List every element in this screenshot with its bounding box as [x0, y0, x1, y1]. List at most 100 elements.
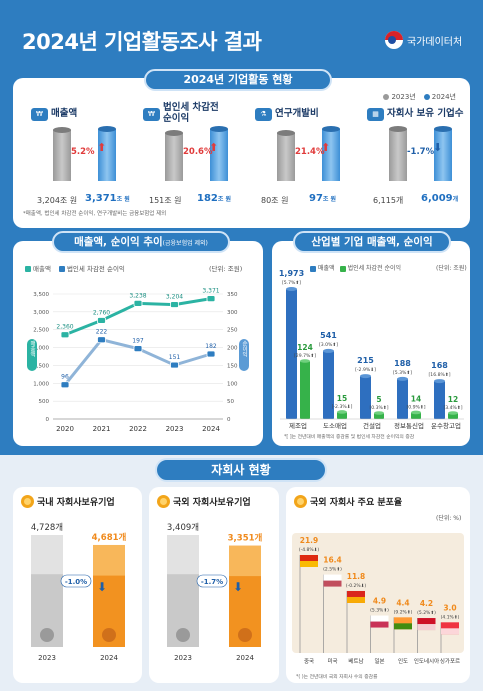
distribution-medal-icon — [294, 495, 307, 508]
globe-icon — [238, 628, 252, 642]
data-label: 182 — [205, 343, 217, 350]
bar-2023 — [277, 133, 295, 181]
domestic-medal-icon — [21, 495, 34, 508]
legend-ind-profit: 법인세 차감전 순이익 — [339, 263, 401, 272]
distribution-value: 4.4 — [396, 598, 409, 607]
profit-change: [0.9%⬆] — [406, 404, 425, 410]
category-label: 건설업 — [363, 421, 381, 430]
value-2023: 6,115개 — [373, 196, 404, 205]
building-icon: ▦ — [367, 108, 384, 121]
industry-bar-chart: 1,973[5.7%⬆]124[29.7%⬆]제조업541[3.0%⬆]15[-… — [279, 269, 464, 430]
summary-legend: 2023년 2024년 — [383, 92, 456, 102]
bar-2024-cap — [322, 126, 340, 132]
distribution-value: 3.0 — [443, 603, 456, 612]
value-2024-unit: 조 원 — [217, 196, 232, 203]
data-label: 96 — [61, 374, 69, 381]
domestic-card: 국내 자회사보유기업 4,728개 4,681개 -1.0% ⬇ 2023 2024 — [13, 487, 142, 683]
x-tick-label: 2024 — [202, 425, 220, 433]
arrow-up-icon: ⬆ — [97, 141, 107, 154]
profit-bar-cap — [448, 411, 458, 415]
profit-bar-cap — [374, 411, 384, 415]
distribution-change: (5.3%⬆) — [370, 608, 389, 614]
sales-label: 215 — [357, 356, 374, 365]
profit-label: 12 — [448, 395, 458, 404]
value-2023: 80조 원 — [261, 196, 289, 205]
left-tick-label: 1,000 — [33, 381, 49, 387]
country-label: 미국 — [327, 657, 337, 665]
right-tick-label: 200 — [227, 346, 238, 352]
profit-bar-cap — [337, 410, 347, 414]
country-label: 인도네시아 — [414, 657, 439, 665]
sales-bar — [360, 376, 371, 419]
money-icon: ₩ — [31, 108, 48, 121]
x-tick-label: 2022 — [129, 425, 147, 433]
flag-band-1 — [323, 580, 342, 587]
arrow-up-icon: ⬆ — [321, 141, 331, 154]
distribution-title: 국외 자회사 주요 분포율 — [294, 495, 402, 508]
sales-bar-cap — [397, 376, 408, 381]
left-tick-label: 1,500 — [33, 363, 49, 369]
left-axis-tag — [27, 339, 37, 371]
profit-label: 15 — [337, 394, 347, 403]
category-label: 운수창고업 — [431, 422, 461, 430]
foreign-card: 국외 자회사보유기업 3,409개 3,351개 -1.7% ⬇ 2023 2024 — [149, 487, 279, 683]
bar-2024-top — [93, 544, 125, 576]
right-tick-label: 300 — [227, 310, 238, 316]
value-2024-unit: 개 — [452, 196, 459, 203]
right-tick-label: 0 — [227, 417, 231, 423]
profit-bar-cap — [411, 410, 421, 415]
bar-2023-top — [167, 535, 199, 575]
distribution-change: (4.1%⬆) — [441, 614, 460, 620]
industry-pill: 산업별 기업 매출액, 순이익 — [293, 231, 451, 253]
profit-label: 124 — [297, 343, 313, 352]
industry-legend: 매출액 법인세 차감전 순이익 — [310, 263, 401, 272]
country-label: 인도 — [398, 658, 408, 665]
legend-profit: 법인세 차감전 순이익 — [58, 263, 125, 273]
agency-name: 국가데이터처 — [407, 36, 463, 48]
profit-label: 5 — [376, 395, 381, 404]
bar-2024-cap — [434, 126, 452, 133]
indicator-title: 자회사 보유 기업수 — [387, 108, 464, 119]
distribution-unit: (단위: %) — [436, 515, 462, 522]
foreign-title: 국외 자회사보유기업 — [157, 495, 251, 508]
value-2023: 4,728개 — [31, 522, 63, 533]
subsidiary-pill: 자회사 현황 — [155, 458, 327, 482]
agency-logo: 국가데이터처 — [385, 31, 462, 49]
industry-unit: (단위: 조원) — [436, 265, 467, 272]
left-axis-label: 매출액 — [29, 340, 36, 359]
sales-bar-cap — [323, 348, 334, 353]
trend-line-chart: 3,5003,0002,5002,0001,5001,0005000350300… — [27, 288, 249, 433]
bar-2023-cap — [277, 130, 295, 137]
distribution-card: 국외 자회사 주요 분포율 (단위: %) 21.9 (-4.8%⬇) 중국 16.4… — [286, 487, 470, 683]
left-tick-label: 3,000 — [33, 310, 49, 316]
change-percent: 21.4% — [295, 147, 325, 157]
bar-2023 — [389, 129, 407, 181]
arrow-down-icon: ⬇ — [97, 580, 107, 594]
data-point — [133, 299, 143, 307]
globe-icon — [176, 628, 190, 642]
sales-change: [3.0%⬆] — [319, 342, 338, 348]
data-label: 3,371 — [202, 288, 219, 295]
trend-unit: (단위: 조원) — [209, 265, 243, 273]
change-percent: 5.2% — [71, 147, 95, 157]
bar-2023 — [165, 132, 183, 181]
data-label: 3,204 — [166, 294, 183, 301]
globe-icon — [40, 628, 54, 642]
indicator-title: 연구개발비 — [275, 108, 319, 119]
distribution-value: 21.9 — [300, 536, 319, 545]
distribution-change: (-0.2%⬇) — [346, 583, 367, 589]
sales-bar — [397, 378, 408, 419]
profit-bar — [300, 361, 310, 419]
arrow-down-icon: ⬇ — [433, 141, 443, 154]
summary-card: 2023년 2024년 *매출액, 법인세 차감전 순이익, 연구개발비는 금융… — [13, 78, 470, 228]
year-label: 2024 — [236, 654, 254, 662]
year-label: 2023 — [174, 654, 192, 662]
value-2024: 4,681개 — [92, 532, 127, 543]
data-point — [206, 350, 216, 358]
right-axis-label: 순이익 — [241, 341, 248, 359]
distribution-change: (2.5%⬆) — [323, 567, 342, 573]
data-point — [170, 301, 179, 308]
right-tick-label: 250 — [227, 328, 238, 334]
taegeuk-icon — [385, 31, 403, 49]
sales-label: 168 — [431, 361, 448, 370]
